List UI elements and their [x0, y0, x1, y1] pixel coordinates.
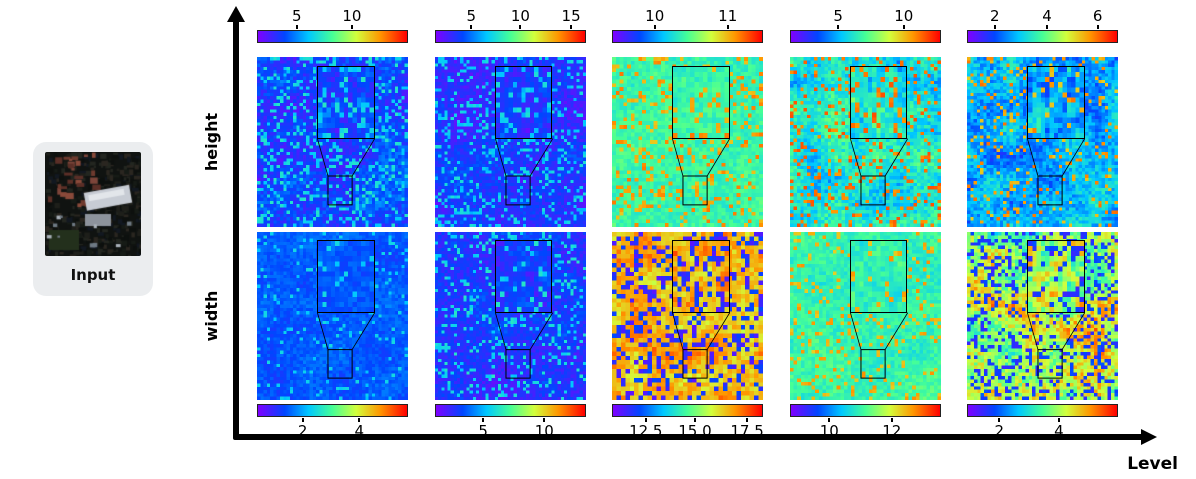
colorbar-width-level2: 5 10: [434, 404, 586, 439]
inset-connector-lines: [612, 232, 763, 400]
colorbar-tick-mark: [470, 25, 473, 29]
colorbar-tick-label: 5: [833, 7, 843, 25]
inset-connector-lines: [967, 232, 1118, 400]
colorbar-tick-mark: [902, 25, 905, 29]
colorbar-tick-mark: [993, 25, 996, 29]
inset-zoom-box: [494, 65, 553, 139]
colorbar-height-level3: 10 11: [612, 8, 763, 43]
colorbar-tick-label: 15.0: [678, 422, 712, 440]
heatmap-width-level2: [434, 232, 586, 400]
colorbar-height-level2: 5 10 15: [434, 8, 586, 43]
colorbar-tick-label: 4: [354, 422, 365, 440]
inset-connector-lines: [435, 232, 586, 400]
y-axis-line: [233, 20, 239, 438]
heatmap-width-level3: [612, 232, 763, 400]
colorbar-tick-mark: [837, 25, 840, 29]
inset-zoom-box: [672, 240, 730, 313]
heatmap-height-level4: [789, 57, 941, 227]
colorbar-tick-label: 15: [561, 7, 581, 25]
heatmap-height-level3: [612, 57, 763, 227]
x-axis-label: Level: [1127, 454, 1178, 474]
colorbar-tick-label: 4: [1042, 7, 1052, 25]
colorbar-tick-label: 10: [819, 422, 839, 440]
colorbar-tick-label: 12: [882, 422, 902, 440]
colorbar-tick-label: 5: [478, 422, 488, 440]
colorbar-tick-label: 10: [534, 422, 554, 440]
colorbar-tick-label: 2: [994, 422, 1005, 440]
colorbar-tick-label: 10: [894, 7, 914, 25]
inset-zoom-box: [672, 65, 730, 139]
heatmap-height-level5: [967, 57, 1118, 227]
colorbar-tick-mark: [653, 25, 656, 29]
inset-connector-lines: [257, 57, 408, 227]
colorbar-tick-mark: [693, 418, 696, 422]
colorbar-tick-label: 11: [718, 7, 738, 25]
y-axis-arrowhead-icon: [227, 6, 245, 22]
colorbar-width-level3: 12.5 15.0 17.5: [612, 404, 764, 439]
colorbar-tick-mark: [519, 25, 522, 29]
colorbar-tick-label: 10: [645, 7, 665, 25]
colorbar-tick-label: 10: [342, 7, 362, 25]
colorbar-tick-mark: [358, 418, 361, 422]
colorbar-tick-label: 5: [291, 7, 302, 25]
inset-zoom-box: [1027, 65, 1085, 139]
inset-zoom-box: [317, 65, 375, 139]
colorbar-height-level1: 5 10: [257, 8, 408, 43]
input-image: [45, 152, 141, 256]
colorbar-tick-mark: [1057, 418, 1060, 422]
colorbar-tick-mark: [644, 418, 647, 422]
inset-zoom-box: [494, 240, 553, 313]
heatmap-width-level1: [257, 232, 408, 400]
colorbar-tick-mark: [543, 418, 546, 422]
colorbar-tick-mark: [828, 418, 831, 422]
colorbar-tick-mark: [890, 418, 893, 422]
colorbar-tick-label: 2: [990, 7, 1000, 25]
colorbar-tick-label: 6: [1092, 7, 1103, 25]
colorbar-tick-label: 10: [510, 7, 530, 25]
x-axis-arrowhead-icon: [1141, 429, 1157, 445]
colorbar-tick-mark: [726, 25, 729, 29]
colorbar-tick-mark: [998, 418, 1001, 422]
input-label: Input: [70, 266, 116, 284]
colorbar-tick-label: 4: [1054, 422, 1064, 440]
heatmap-width-level4: [789, 232, 941, 400]
colorbar-tick-mark: [1045, 25, 1048, 29]
row-label-height: height: [202, 112, 221, 172]
colorbar-tick-mark: [295, 25, 298, 29]
colorbar-tick-mark: [1096, 25, 1099, 29]
colorbar-tick-mark: [482, 418, 485, 422]
inset-connector-lines: [790, 232, 941, 400]
colorbar-tick-label: 17.5: [730, 422, 764, 440]
heatmap-width-level5: [967, 232, 1118, 400]
inset-zoom-box: [1027, 240, 1085, 313]
row-label-width: width: [202, 290, 221, 342]
colorbar-tick-mark: [301, 418, 304, 422]
colorbar-tick-label: 2: [297, 422, 308, 440]
inset-zoom-box: [849, 65, 908, 139]
heatmap-height-level1: [257, 57, 408, 227]
inset-connector-lines: [790, 57, 941, 227]
inset-connector-lines: [435, 57, 586, 227]
inset-connector-lines: [612, 57, 763, 227]
colorbar-tick-label: 12.5: [629, 422, 663, 440]
colorbar-tick-label: 5: [466, 7, 477, 25]
input-card: Input: [33, 142, 153, 296]
colorbar-tick-mark: [746, 418, 749, 422]
colorbar-tick-mark: [350, 25, 353, 29]
inset-connector-lines: [257, 232, 408, 400]
heatmap-height-level2: [434, 57, 586, 227]
x-axis-line: [233, 434, 1143, 440]
colorbar-height-level4: 5 10: [789, 8, 941, 43]
colorbar-width-level4: 10 12: [789, 404, 941, 439]
colorbar-height-level5: 2 4 6: [967, 8, 1118, 43]
inset-connector-lines: [967, 57, 1118, 227]
inset-zoom-box: [317, 240, 375, 313]
inset-zoom-box: [849, 240, 908, 313]
colorbar-tick-mark: [570, 25, 573, 29]
